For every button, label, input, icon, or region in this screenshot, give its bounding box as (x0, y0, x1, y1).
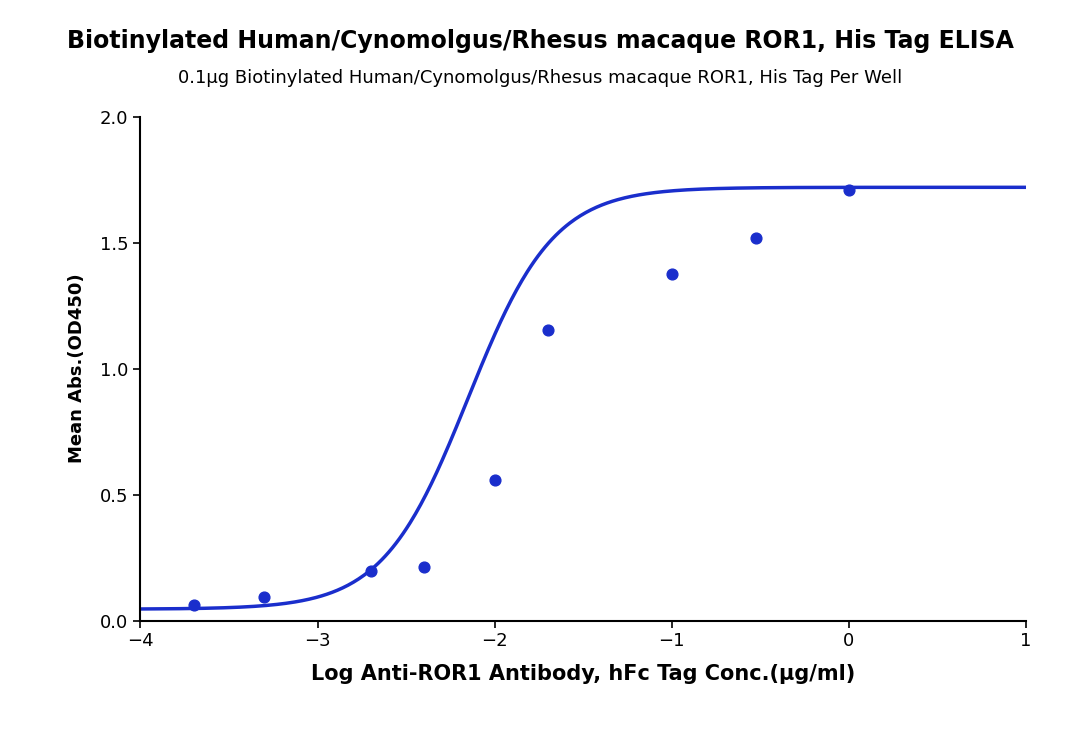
Point (747, 232, 765, 244)
Point (185, 599, 202, 610)
Point (539, 324, 556, 336)
Point (362, 565, 379, 577)
Point (663, 269, 680, 280)
Point (256, 591, 273, 603)
Text: 0.1μg Biotinylated Human/Cynomolgus/Rhesus macaque ROR1, His Tag Per Well: 0.1μg Biotinylated Human/Cynomolgus/Rhes… (178, 69, 902, 88)
Point (840, 184, 858, 196)
Point (416, 561, 433, 572)
X-axis label: Log Anti-ROR1 Antibody, hFc Tag Conc.(μg/ml): Log Anti-ROR1 Antibody, hFc Tag Conc.(μg… (311, 664, 855, 684)
Y-axis label: Mean Abs.(OD450): Mean Abs.(OD450) (68, 274, 86, 464)
Text: Biotinylated Human/Cynomolgus/Rhesus macaque ROR1, His Tag ELISA: Biotinylated Human/Cynomolgus/Rhesus mac… (67, 29, 1013, 53)
Point (486, 474, 503, 485)
